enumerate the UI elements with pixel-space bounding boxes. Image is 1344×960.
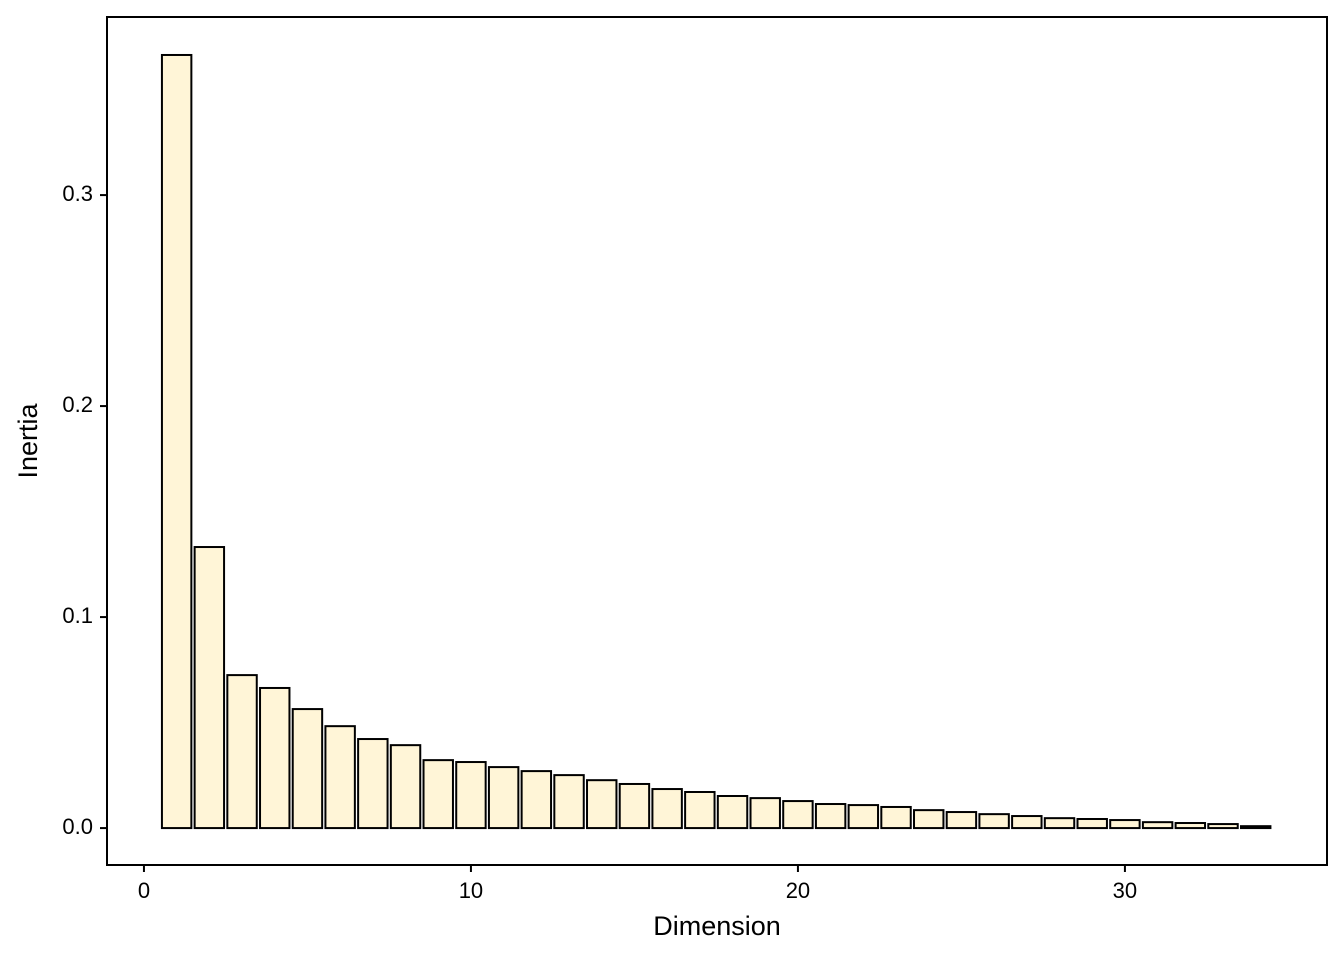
x-axis-title: Dimension: [653, 911, 781, 941]
bar: [487, 766, 520, 830]
bar: [389, 744, 422, 830]
bar: [880, 805, 912, 830]
bar: [684, 790, 716, 830]
bar: [1240, 825, 1272, 830]
bar: [357, 738, 389, 830]
bar: [324, 725, 356, 830]
bar: [160, 53, 193, 830]
bar: [520, 770, 553, 830]
bar: [553, 774, 585, 830]
y-tick-label: 0.2: [62, 392, 93, 417]
bar: [716, 795, 749, 830]
bar: [847, 804, 880, 830]
bar: [749, 797, 781, 830]
bar: [193, 546, 226, 830]
bar: [422, 759, 454, 830]
bar: [1109, 819, 1141, 830]
bar: [226, 674, 258, 830]
plot-frame: [106, 16, 1328, 866]
y-tick-label: 0.3: [62, 181, 93, 206]
x-tick-label: 30: [1113, 878, 1137, 903]
y-tick-label: 0.1: [62, 603, 93, 628]
y-axis-title: Inertia: [13, 402, 43, 478]
bar: [1043, 817, 1076, 830]
bar: [913, 809, 945, 830]
bar: [455, 761, 487, 830]
bar: [1141, 821, 1174, 830]
bar: [978, 813, 1010, 830]
x-tick-label: 10: [459, 878, 483, 903]
bar: [618, 782, 651, 830]
y-tick-label: 0.0: [62, 814, 93, 839]
bar: [291, 708, 324, 830]
bar: [1076, 818, 1108, 830]
bar: [259, 686, 291, 830]
bar: [1174, 822, 1207, 830]
x-tick-label: 20: [786, 878, 810, 903]
bar: [782, 800, 814, 830]
bar: [1207, 823, 1239, 830]
bar: [814, 803, 847, 830]
bar: [945, 811, 978, 830]
bar: [1011, 815, 1043, 830]
bar: [586, 779, 618, 830]
x-tick-label: 0: [138, 878, 150, 903]
bar: [651, 788, 683, 830]
